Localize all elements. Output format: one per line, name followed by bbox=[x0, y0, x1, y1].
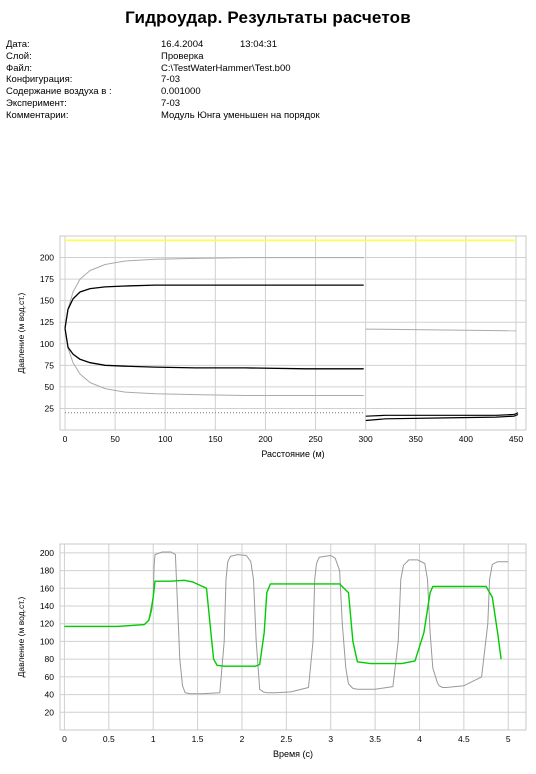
x-tick-label: 450 bbox=[509, 434, 523, 444]
meta-row: Конфигурация: 7-03 bbox=[6, 74, 526, 86]
series-line-1 bbox=[64, 551, 509, 695]
x-tick-label: 1 bbox=[151, 734, 156, 744]
meta-value: C:\TestWaterHammer\Test.b00 bbox=[161, 62, 291, 74]
meta-value: 7-03 bbox=[161, 97, 181, 109]
series-line-2 bbox=[64, 257, 364, 329]
y-tick-label: 200 bbox=[40, 253, 54, 263]
y-tick-label: 80 bbox=[45, 654, 55, 664]
x-axis-label: Время (с) bbox=[273, 749, 313, 759]
y-tick-label: 125 bbox=[40, 317, 54, 327]
meta-row: Файл: C:\TestWaterHammer\Test.b00 bbox=[6, 63, 526, 75]
x-tick-label: 100 bbox=[158, 434, 172, 444]
x-tick-label: 300 bbox=[359, 434, 373, 444]
y-tick-label: 150 bbox=[40, 296, 54, 306]
x-tick-label: 4.5 bbox=[458, 734, 470, 744]
x-tick-label: 0 bbox=[63, 434, 68, 444]
series-line-4 bbox=[64, 284, 364, 329]
plot-frame bbox=[59, 235, 527, 431]
y-tick-label: 40 bbox=[45, 690, 55, 700]
x-tick-label: 0.5 bbox=[103, 734, 115, 744]
x-tick-label: 2 bbox=[240, 734, 245, 744]
x-tick-label: 5 bbox=[506, 734, 511, 744]
series-line-3 bbox=[64, 328, 364, 396]
y-axis-label: Давление (м вод.ст.) bbox=[16, 596, 26, 677]
y-tick-label: 60 bbox=[45, 672, 55, 682]
plot-frame bbox=[59, 543, 527, 731]
y-tick-label: 50 bbox=[45, 382, 55, 392]
pressure-vs-distance-chart: 0 50 100 150 200 250 300 350 400 450 25 50 75 100 125 1… bbox=[16, 235, 527, 459]
x-tick-label: 50 bbox=[110, 434, 120, 444]
report-metadata: Дата: 16.4.2004 13:04:31 Слой: Проверка Файл:… bbox=[6, 39, 526, 122]
y-tick-label: 175 bbox=[40, 274, 54, 284]
meta-value: Модуль Юнга уменьшен на порядок bbox=[161, 109, 320, 121]
y-tick-label: 25 bbox=[45, 403, 55, 413]
y-tick-label: 140 bbox=[40, 601, 54, 611]
meta-row: Содержание воздуха в : 0.001000 bbox=[6, 86, 526, 98]
y-tick-label: 180 bbox=[40, 566, 54, 576]
meta-label: Конфигурация: bbox=[6, 74, 73, 86]
report-title: Гидроудар. Результаты расчетов bbox=[125, 8, 411, 27]
series-line-5 bbox=[64, 328, 364, 370]
meta-row: Комментарии: Модуль Юнга уменьшен на поря… bbox=[6, 110, 526, 122]
pressure-vs-time-chart: 0 0.5 1 1.5 2 2.5 3 3.5 4 4.5 5 20 40 60 80 100 120 140 16… bbox=[16, 543, 527, 759]
x-tick-label: 1.5 bbox=[192, 734, 204, 744]
meta-value: Проверка bbox=[161, 50, 204, 62]
series-line-8 bbox=[365, 413, 519, 422]
y-tick-label: 120 bbox=[40, 619, 54, 629]
meta-label: Эксперимент: bbox=[6, 97, 67, 109]
y-tick-label: 75 bbox=[45, 360, 55, 370]
meta-value: 16.4.2004 bbox=[161, 39, 204, 50]
meta-row: Дата: 16.4.2004 13:04:31 bbox=[6, 39, 526, 51]
meta-time: 13:04:31 bbox=[240, 39, 277, 50]
y-axis-label: Давление (м вод.ст.) bbox=[16, 292, 26, 373]
y-tick-label: 100 bbox=[40, 636, 54, 646]
meta-row: Слой: Проверка bbox=[6, 51, 526, 63]
y-tick-label: 160 bbox=[40, 583, 54, 593]
series-line-2 bbox=[64, 579, 502, 667]
meta-row: Эксперимент: 7-03 bbox=[6, 98, 526, 110]
x-tick-label: 0 bbox=[62, 734, 67, 744]
x-tick-label: 250 bbox=[308, 434, 322, 444]
meta-label: Комментарии: bbox=[6, 109, 69, 121]
y-tick-label: 20 bbox=[45, 707, 55, 717]
x-tick-label: 150 bbox=[208, 434, 222, 444]
x-tick-label: 350 bbox=[409, 434, 423, 444]
meta-label: Дата: bbox=[6, 39, 30, 50]
x-tick-label: 400 bbox=[459, 434, 473, 444]
meta-value: 7-03 bbox=[161, 74, 181, 86]
x-tick-label: 3.5 bbox=[369, 734, 381, 744]
x-tick-label: 4 bbox=[417, 734, 422, 744]
x-axis-label: Расстояние (м) bbox=[261, 449, 324, 459]
y-tick-label: 100 bbox=[40, 339, 54, 349]
series-line-7 bbox=[365, 412, 519, 417]
x-tick-label: 2.5 bbox=[280, 734, 292, 744]
x-tick-label: 3 bbox=[328, 734, 333, 744]
meta-label: Слой: bbox=[6, 50, 32, 62]
x-tick-label: 200 bbox=[258, 434, 272, 444]
series-line-6 bbox=[365, 328, 517, 332]
meta-label: Содержание воздуха в : bbox=[6, 86, 112, 98]
meta-value: 0.001000 bbox=[161, 86, 201, 98]
meta-label: Файл: bbox=[6, 62, 32, 74]
y-tick-label: 200 bbox=[40, 548, 54, 558]
